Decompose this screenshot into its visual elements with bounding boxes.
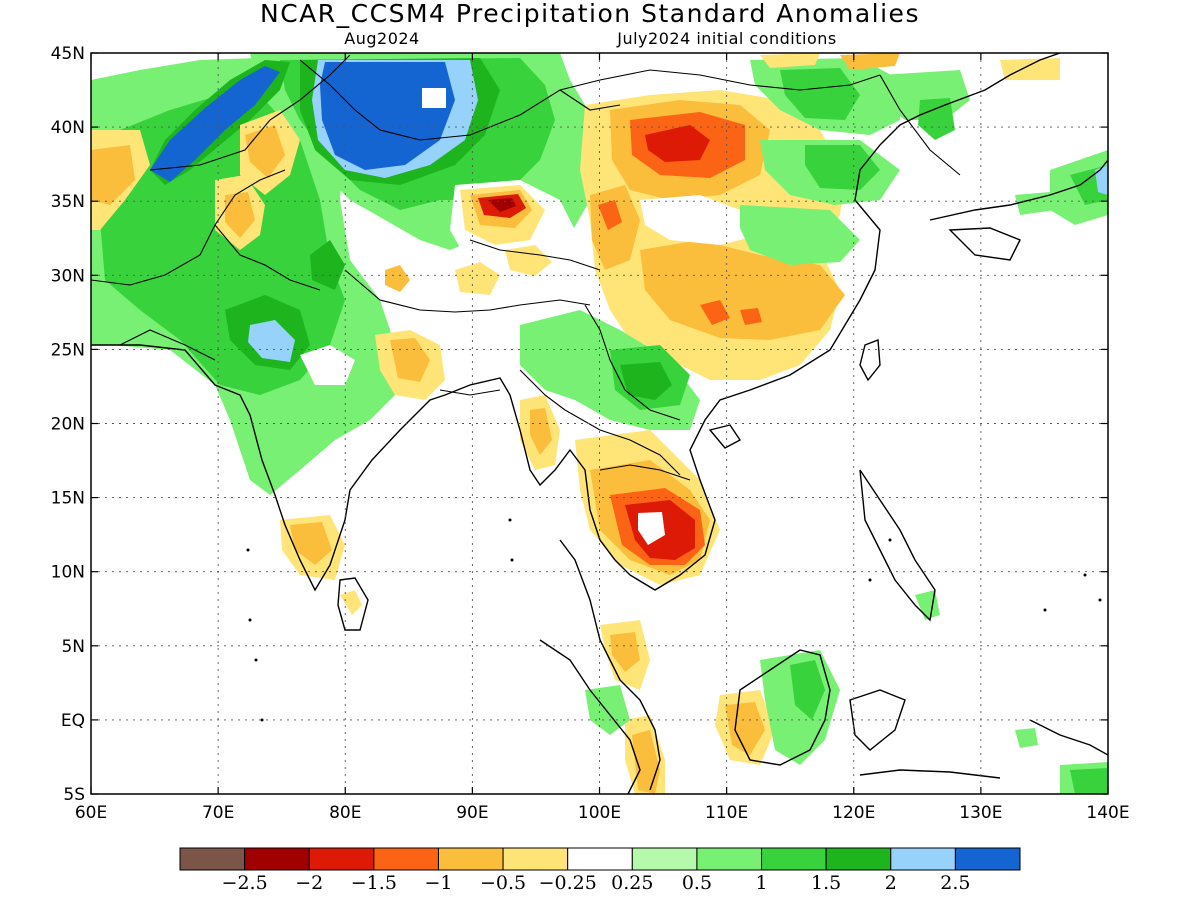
colorbar-swatch <box>890 847 956 871</box>
colorbar-swatch <box>631 847 698 871</box>
lat-tick-label: 25N <box>51 340 85 360</box>
lat-tick-label: 5S <box>63 785 85 805</box>
lon-tick-label: 120E <box>832 803 875 823</box>
lat-tick-label: 45N <box>51 44 85 64</box>
island-markers <box>246 518 1102 722</box>
lat-tick-label: 5N <box>61 637 85 657</box>
colorbar-label: −1 <box>424 872 452 894</box>
colorbar-swatch <box>825 847 892 871</box>
lat-tick-label: 35N <box>51 192 85 212</box>
colorbar-label: 0.25 <box>611 872 653 894</box>
colorbar-label: −2 <box>295 872 323 894</box>
lon-tick-label: 140E <box>1086 803 1129 823</box>
coastlines <box>91 53 1108 794</box>
colorbar-swatch <box>179 847 246 871</box>
latitude-axis: 45N 40N 35N 30N 25N 20N 15N 10N 5N EQ 5S <box>51 44 1108 805</box>
colorbar-label: −0.25 <box>539 872 597 894</box>
graticule <box>91 53 1108 794</box>
lon-tick-label: 70E <box>202 803 234 823</box>
colorbar-swatch <box>567 847 633 871</box>
lon-tick-label: 90E <box>456 803 488 823</box>
colorbar-legend: −2.5 −2 −1.5 −1 −0.5 −0.25 0.25 0.5 1 1.5 2 2.5 <box>179 847 1021 894</box>
init-conditions-label: July2024 initial conditions <box>616 29 836 48</box>
lon-tick-label: 110E <box>705 803 748 823</box>
lon-tick-label: 60E <box>75 803 107 823</box>
country-borders <box>91 54 961 481</box>
colorbar-label: −2.5 <box>222 872 268 894</box>
lat-tick-label: 20N <box>51 415 85 435</box>
lat-tick-label: EQ <box>61 711 85 731</box>
colorbar-label: −0.5 <box>480 872 526 894</box>
lat-tick-label: 40N <box>51 118 85 138</box>
colorbar-label: 1.5 <box>811 872 841 894</box>
longitude-axis: 60E 70E 80E 90E 100E 110E 120E 130E 140E <box>75 53 1130 823</box>
lead-month-label: Aug2024 <box>344 29 419 48</box>
colorbar-swatch <box>437 847 504 871</box>
map-plot-area <box>91 53 1108 794</box>
colorbar-swatch <box>244 847 310 871</box>
colorbar-swatch <box>502 847 569 871</box>
lon-tick-label: 130E <box>959 803 1002 823</box>
colorbar-swatch <box>373 847 439 871</box>
colorbar-swatch <box>761 847 827 871</box>
lon-tick-label: 80E <box>329 803 361 823</box>
lat-tick-label: 10N <box>51 563 85 583</box>
lat-tick-label: 30N <box>51 266 85 286</box>
map-title: NCAR_CCSM4 Precipitation Standard Anomal… <box>260 0 920 28</box>
lat-tick-label: 15N <box>51 489 85 509</box>
colorbar-label: 1 <box>755 872 767 894</box>
colorbar-label: −1.5 <box>351 872 397 894</box>
colorbar-label: 0.5 <box>682 872 712 894</box>
colorbar-swatch <box>696 847 763 871</box>
colorbar-label: 2.5 <box>940 872 970 894</box>
lon-tick-label: 100E <box>578 803 621 823</box>
colorbar-label: 2 <box>885 872 897 894</box>
precipitation-anomaly-field <box>91 53 1108 794</box>
colorbar-swatch <box>308 847 375 871</box>
colorbar-swatch <box>954 847 1021 871</box>
